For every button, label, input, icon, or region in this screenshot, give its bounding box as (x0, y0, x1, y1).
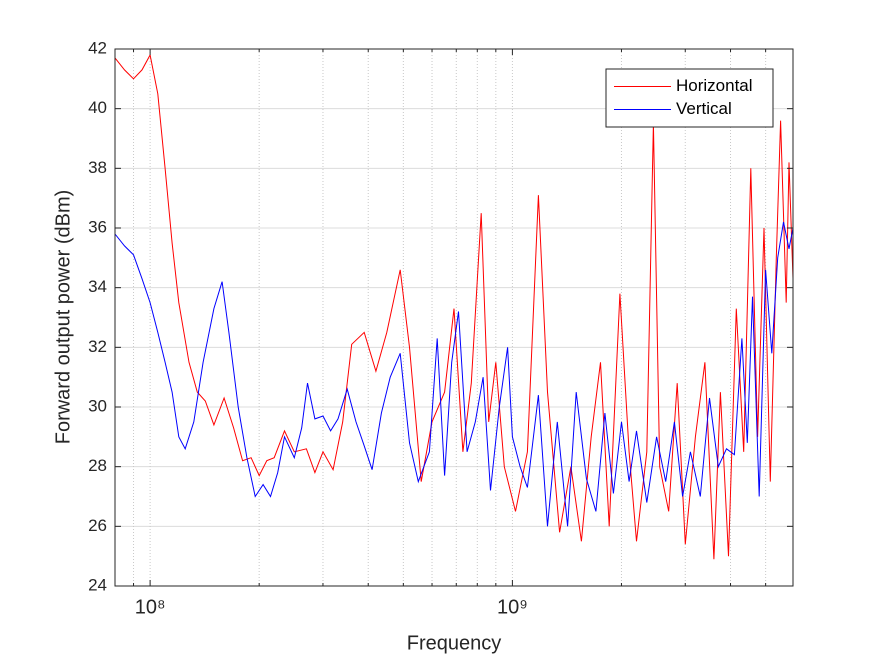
plot-area (115, 49, 793, 586)
x-tick-label: 10⁸ (135, 596, 166, 618)
y-tick-label: 28 (88, 456, 107, 475)
y-tick-label: 32 (88, 337, 107, 356)
legend-box (605, 68, 774, 128)
series-line (115, 53, 793, 560)
y-tick-label: 24 (88, 575, 107, 594)
legend-label: Vertical (676, 99, 732, 118)
x-axis-label: Frequency (407, 632, 502, 654)
y-tick-label: 26 (88, 516, 107, 535)
y-tick-label: 40 (88, 98, 107, 117)
y-tick-label: 34 (88, 277, 107, 296)
axes-box (114, 48, 794, 587)
y-tick-label: 42 (88, 38, 107, 57)
x-tick-label: 10⁹ (497, 596, 528, 618)
y-tick-label: 38 (88, 158, 107, 177)
legend: Horizontal Vertical (605, 68, 774, 128)
series-line (115, 221, 793, 527)
ticks: 24 26 28 30 32 34 36 38 40 42 10⁸ 10⁹ (88, 38, 793, 618)
y-tick-label: 36 (88, 217, 107, 236)
y-axis-label: Forward output power (dBm) (52, 190, 74, 445)
series-group (115, 53, 793, 560)
y-tick-label: 30 (88, 396, 107, 415)
legend-label: Horizontal (676, 76, 753, 95)
